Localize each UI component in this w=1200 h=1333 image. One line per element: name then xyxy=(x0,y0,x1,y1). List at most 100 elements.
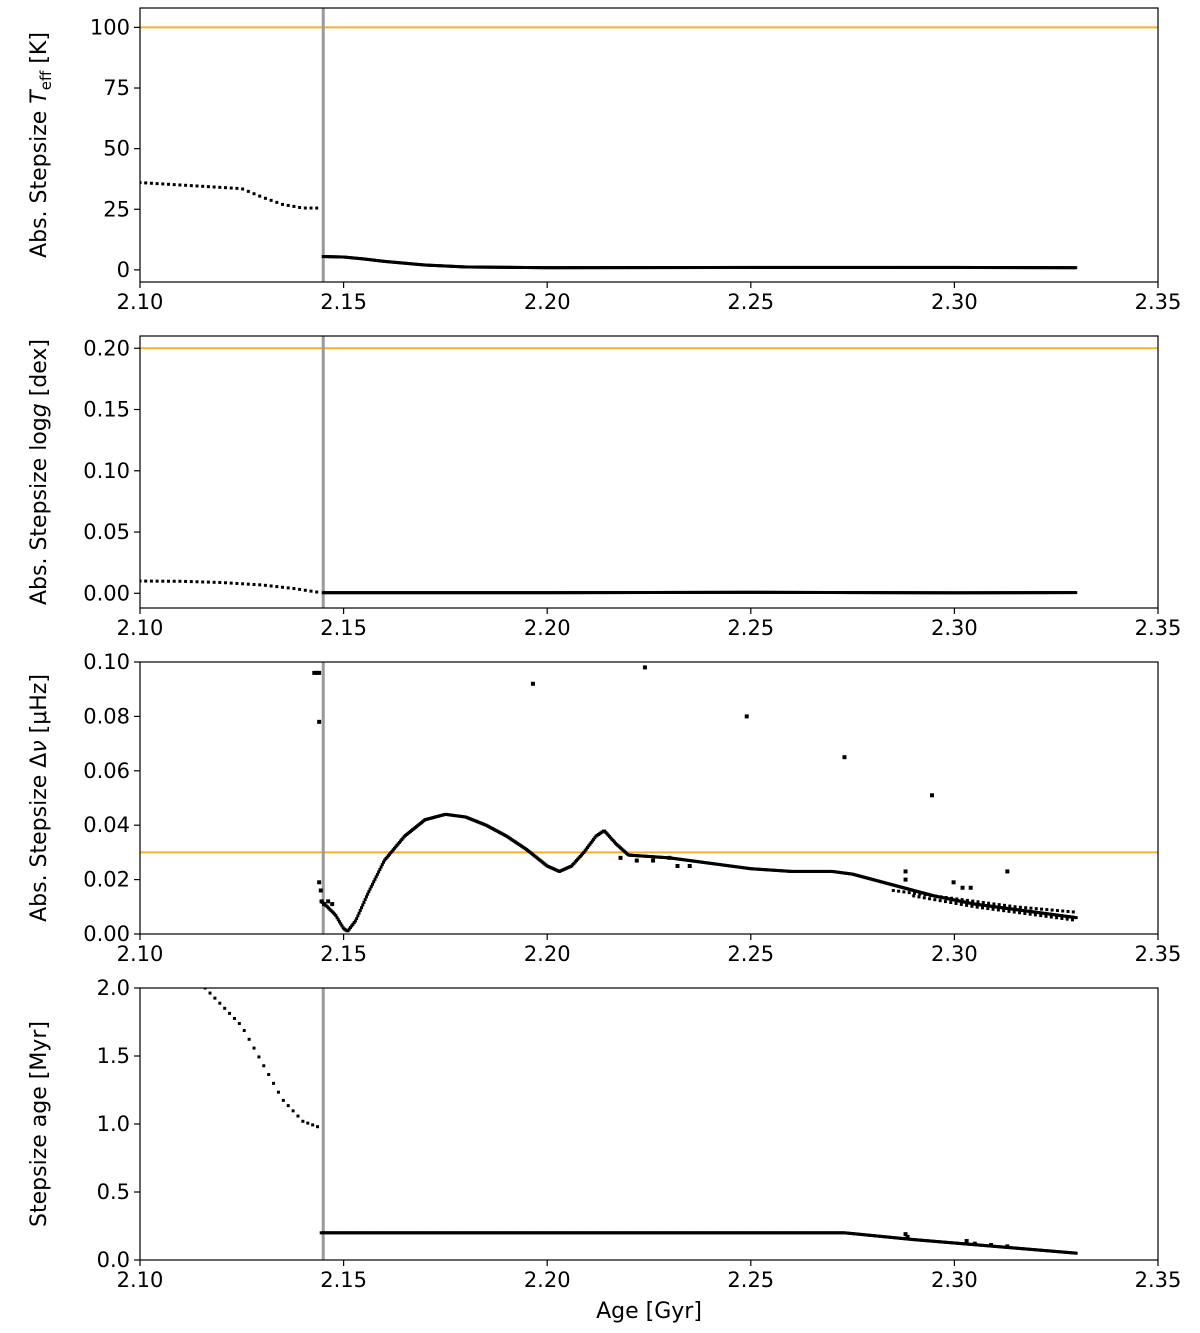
data-point xyxy=(229,186,233,190)
x-tick-label: 2.10 xyxy=(117,1268,164,1292)
data-point xyxy=(276,1090,280,1094)
data-point xyxy=(912,894,916,898)
data-point xyxy=(1013,905,1017,909)
data-point xyxy=(1018,911,1022,915)
data-point xyxy=(1074,591,1078,595)
data-point xyxy=(298,587,302,591)
data-point xyxy=(184,579,188,583)
outlier-point xyxy=(317,719,322,724)
data-point xyxy=(891,888,895,892)
data-point xyxy=(1050,908,1054,912)
data-point xyxy=(335,916,339,920)
data-point xyxy=(286,586,290,590)
x-tick-label: 2.35 xyxy=(1135,942,1182,966)
axes-frame xyxy=(139,987,1159,1261)
x-tick-label: 2.35 xyxy=(1135,1268,1182,1292)
x-tick-label: 2.15 xyxy=(320,290,367,314)
data-point xyxy=(362,900,366,904)
plot-area xyxy=(140,662,1158,934)
data-point xyxy=(965,898,969,902)
data-point xyxy=(267,1073,271,1077)
axes-frame xyxy=(139,661,1159,935)
data-point xyxy=(379,865,383,869)
data-point xyxy=(369,885,373,889)
y-tick-label: 2.0 xyxy=(97,976,130,1000)
data-point xyxy=(912,891,916,895)
data-point xyxy=(960,898,964,902)
data-point xyxy=(208,991,212,995)
data-point xyxy=(350,924,354,928)
axes-frame xyxy=(139,335,1159,609)
x-tick-label: 2.20 xyxy=(524,942,571,966)
y-axis-label: Stepsize age [Myr] xyxy=(27,1021,52,1227)
y-tick-label: 0.10 xyxy=(83,459,130,483)
data-point xyxy=(363,898,367,902)
x-tick-label: 2.20 xyxy=(524,1268,571,1292)
data-point xyxy=(1024,906,1028,910)
data-point xyxy=(356,914,360,918)
data-point xyxy=(1074,266,1078,270)
y-tick-label: 0.06 xyxy=(83,759,130,783)
data-point xyxy=(582,850,586,854)
data-point xyxy=(922,896,926,900)
data-point xyxy=(928,897,932,901)
outlier-point xyxy=(530,681,535,686)
outlier-point xyxy=(930,793,934,798)
outlier-point xyxy=(989,1243,994,1248)
x-tick-label: 2.25 xyxy=(727,1268,774,1292)
data-point xyxy=(232,1016,236,1020)
x-tick-label: 2.20 xyxy=(524,290,571,314)
data-point xyxy=(353,919,357,923)
y-axis-label: Abs. Stepsize Teff [K] xyxy=(27,32,55,258)
outlier-point xyxy=(651,858,656,863)
data-point xyxy=(309,589,313,593)
data-point xyxy=(1070,918,1074,922)
data-point xyxy=(269,584,273,588)
data-point xyxy=(375,872,379,876)
outlier-point xyxy=(675,864,680,868)
data-point xyxy=(380,863,384,867)
outlier-point xyxy=(744,714,749,719)
data-point xyxy=(301,1119,305,1123)
data-point xyxy=(1002,903,1006,907)
data-point xyxy=(241,187,245,191)
data-point xyxy=(178,579,182,583)
data-point xyxy=(281,202,285,206)
data-point xyxy=(298,205,302,209)
data-point xyxy=(1008,904,1012,908)
y-tick-label: 75 xyxy=(103,76,130,100)
data-point xyxy=(589,841,593,845)
data-point xyxy=(377,870,381,874)
data-point xyxy=(189,580,193,584)
data-point xyxy=(1039,914,1043,918)
data-point xyxy=(584,847,588,851)
data-point xyxy=(184,183,188,187)
data-point xyxy=(1055,909,1059,913)
y-tick-label: 0 xyxy=(117,258,130,282)
data-point xyxy=(588,842,592,846)
data-point xyxy=(971,899,975,903)
data-point xyxy=(992,902,996,906)
data-point xyxy=(378,868,382,872)
data-point xyxy=(1060,916,1064,920)
data-point xyxy=(1033,913,1037,917)
panel-1: 2.10 2.15 2.20 2.25 2.30 2.35 0 25 50 75 100 Abs. S… xyxy=(27,7,1181,314)
data-point xyxy=(959,902,963,906)
outlier-point xyxy=(642,665,647,670)
data-point xyxy=(1071,910,1075,914)
data-point xyxy=(195,580,199,584)
data-point xyxy=(334,914,338,918)
data-point xyxy=(986,907,990,911)
data-point xyxy=(1061,909,1065,913)
data-point xyxy=(306,1121,310,1125)
data-point xyxy=(167,182,170,186)
data-point xyxy=(206,580,210,584)
data-point xyxy=(361,903,365,907)
y-tick-label: 0.5 xyxy=(97,1180,130,1204)
data-point xyxy=(228,1011,232,1015)
x-axis-label: Age [Gyr] xyxy=(596,1299,702,1324)
outlier-point xyxy=(319,899,324,904)
data-point xyxy=(258,194,262,198)
x-tick-label: 2.10 xyxy=(117,942,164,966)
data-point xyxy=(954,901,958,905)
